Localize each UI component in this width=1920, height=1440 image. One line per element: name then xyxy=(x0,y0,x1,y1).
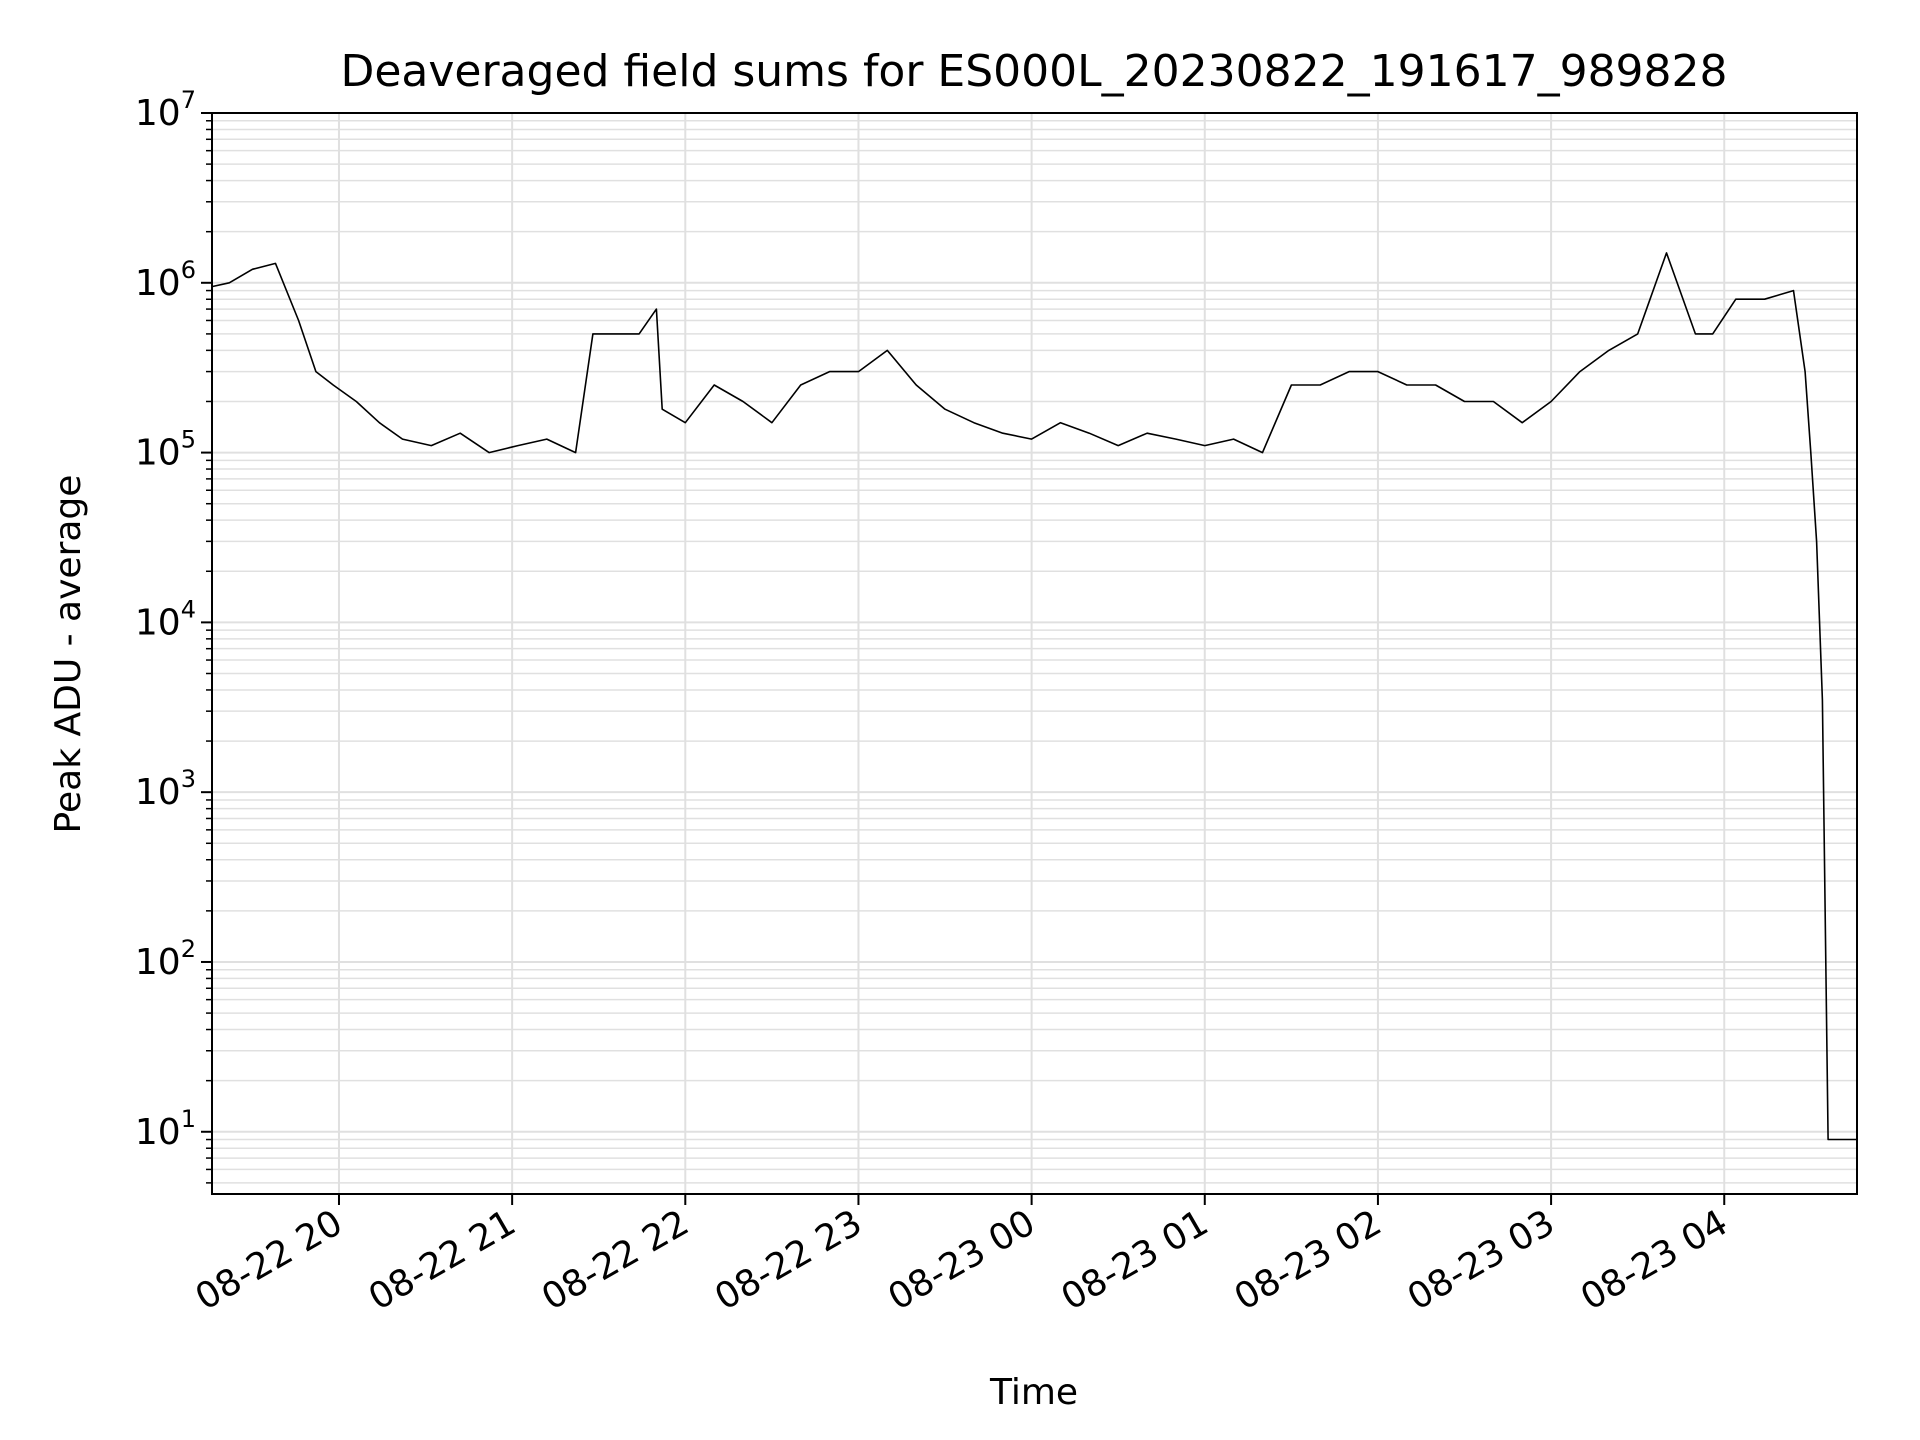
y-axis-label: Peak ADU - average xyxy=(48,475,89,834)
y-tick-label: 103 xyxy=(135,765,196,813)
x-tick-label: 08-23 00 xyxy=(881,1202,1042,1318)
x-axis-label: Time xyxy=(989,1372,1078,1413)
chart-title: Deaveraged field sums for ES000L_2023082… xyxy=(340,46,1727,97)
y-axis: 101 102 103 104 105 106 107 xyxy=(135,86,212,1184)
x-tick-label: 08-22 21 xyxy=(362,1202,523,1318)
grid xyxy=(212,112,1857,1194)
y-tick-label: 106 xyxy=(135,256,196,304)
y-tick-label: 105 xyxy=(135,426,196,474)
x-tick-label: 08-22 23 xyxy=(708,1202,869,1318)
plot-frame xyxy=(211,112,1858,1195)
x-tick-label: 08-23 03 xyxy=(1401,1202,1562,1318)
x-axis: 08-22 20 08-22 21 08-22 22 08-22 23 08-23 00… xyxy=(189,1194,1735,1319)
x-tick-label: 08-22 22 xyxy=(535,1202,696,1318)
x-tick-label: 08-22 20 xyxy=(189,1202,350,1318)
y-tick-label: 107 xyxy=(135,86,196,134)
series-layer xyxy=(211,252,1857,1141)
series-line xyxy=(211,252,1857,1141)
y-tick-label: 102 xyxy=(135,935,196,983)
x-tick-label: 08-23 04 xyxy=(1574,1202,1735,1318)
y-tick-label: 101 xyxy=(135,1105,196,1153)
x-tick-label: 08-23 01 xyxy=(1055,1202,1216,1318)
x-tick-label: 08-23 02 xyxy=(1228,1202,1389,1318)
y-tick-label: 104 xyxy=(135,595,196,643)
